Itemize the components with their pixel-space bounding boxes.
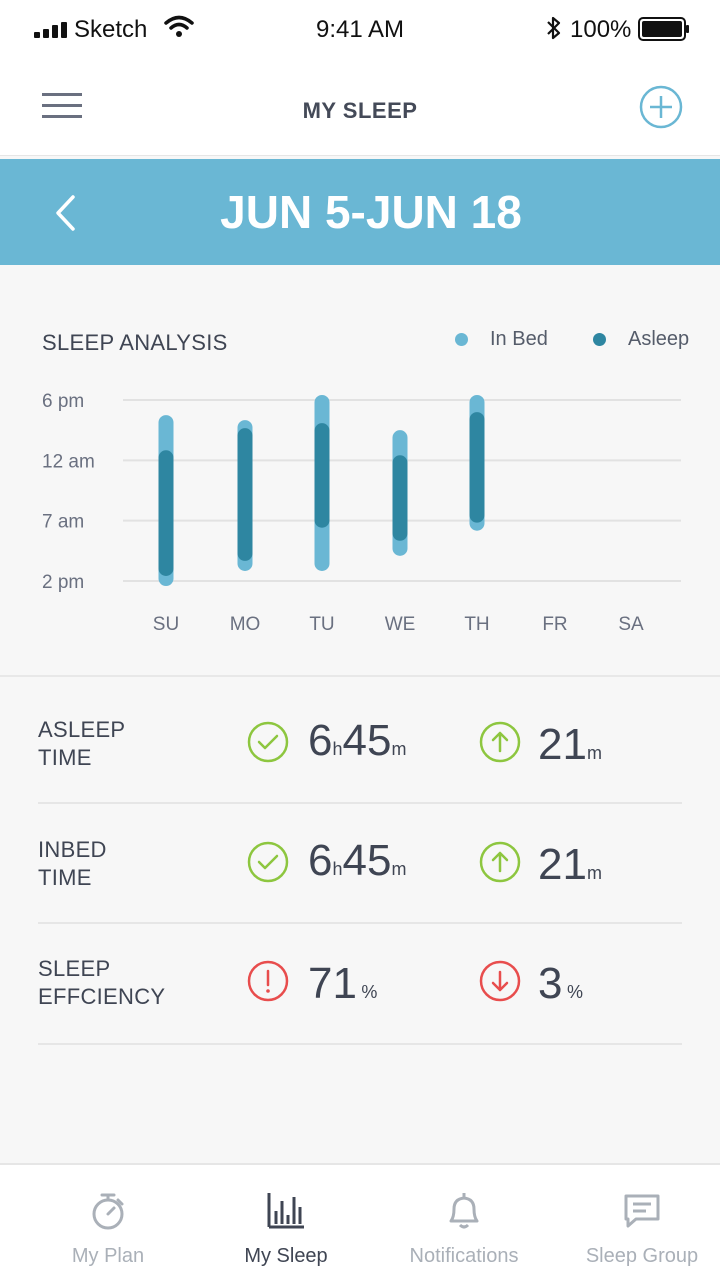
arrow-up-circle-icon <box>479 841 521 883</box>
x-tick-label: WE <box>385 614 416 635</box>
value-minutes-unit: m <box>391 739 407 759</box>
tab-bar: My Plan My Sleep Notifications Sleep Gro… <box>0 1163 720 1280</box>
x-tick-label: MO <box>230 614 261 635</box>
metric-value: 71 % <box>308 959 377 1009</box>
legend-in-bed: In Bed <box>455 328 548 351</box>
tab-my-plan[interactable]: My Plan <box>18 1165 198 1280</box>
change-unit: m <box>586 743 602 763</box>
plus-circle-icon[interactable] <box>638 84 684 130</box>
wifi-icon <box>164 15 194 37</box>
sleep-analysis-chart: 6 pm 12 am 7 am 2 pm SU MO TU WE TH FR SA <box>42 391 681 635</box>
x-tick-label: FR <box>542 614 567 635</box>
tab-label: My Plan <box>71 1245 145 1267</box>
metric-label-line1: SLEEP <box>38 956 111 981</box>
tab-notifications[interactable]: Notifications <box>374 1165 554 1280</box>
alert-circle-icon <box>247 960 289 1002</box>
value-minutes: 45 <box>342 836 392 885</box>
navigation-bar: MY SLEEP <box>0 58 720 156</box>
check-circle-icon <box>247 721 289 763</box>
change-value: 21 <box>538 840 587 889</box>
row-divider <box>38 802 682 804</box>
value-unit: % <box>361 982 378 1002</box>
bell-icon <box>449 1193 479 1229</box>
change-unit: m <box>586 863 602 883</box>
status-bar: Sketch 9:41 AM 100% <box>0 0 720 58</box>
change-value: 3 <box>538 959 563 1008</box>
row-divider <box>38 922 682 924</box>
page-title: MY SLEEP <box>302 98 418 123</box>
row-divider <box>38 1043 682 1045</box>
carrier-label: Sketch <box>74 16 148 43</box>
arrow-down-circle-icon <box>479 960 521 1002</box>
bar-chart-icon <box>267 1193 304 1229</box>
metric-change: 21m <box>538 720 602 770</box>
chevron-left-icon[interactable] <box>52 193 78 233</box>
metric-label-line2: TIME <box>38 745 92 770</box>
metric-row-asleep-time: ASLEEP TIME 6h45m 21m <box>38 684 682 804</box>
asleep-bar <box>237 428 253 561</box>
change-unit: % <box>566 982 583 1002</box>
y-tick-label: 12 am <box>42 451 95 472</box>
hamburger-menu-icon[interactable] <box>42 91 82 121</box>
tab-label: My Sleep <box>244 1245 328 1267</box>
value-hours: 6 <box>308 716 333 765</box>
x-tick-label: SU <box>153 614 179 635</box>
check-circle-icon <box>247 841 289 883</box>
value-hours-unit: h <box>332 859 343 879</box>
clock: 9:41 AM <box>315 16 405 43</box>
value-minutes-unit: m <box>391 859 407 879</box>
value-number: 71 <box>308 959 357 1008</box>
metric-row-sleep-efficiency: SLEEP EFFCIENCY 71 % 3 % <box>38 925 682 1045</box>
tab-sleep-group[interactable]: Sleep Group <box>552 1165 720 1280</box>
asleep-bar <box>392 455 408 541</box>
metric-label-line1: ASLEEP <box>38 717 126 742</box>
tab-my-sleep[interactable]: My Sleep <box>196 1165 376 1280</box>
legend-dot-asleep <box>593 333 606 346</box>
arrow-up-circle-icon <box>479 721 521 763</box>
legend-label-asleep: Asleep <box>628 328 690 350</box>
y-tick-label: 7 am <box>42 512 84 533</box>
value-hours-unit: h <box>332 739 343 759</box>
metric-label-line2: TIME <box>38 865 92 890</box>
battery-percent: 100% <box>570 16 632 43</box>
battery-icon <box>638 17 689 41</box>
metric-label-line1: INBED <box>38 837 107 862</box>
stopwatch-icon <box>92 1193 124 1230</box>
tab-label: Notifications <box>409 1245 519 1267</box>
metric-change: 21m <box>538 840 602 890</box>
y-tick-label: 6 pm <box>42 391 84 412</box>
metric-value: 6h45m <box>308 836 406 886</box>
metric-change: 3 % <box>538 959 583 1009</box>
asleep-bar <box>469 412 485 523</box>
x-tick-label: TH <box>464 614 489 635</box>
metric-value: 6h45m <box>308 716 406 766</box>
metric-row-inbed-time: INBED TIME 6h45m 21m <box>38 804 682 924</box>
asleep-bar <box>314 423 330 528</box>
chart-title: SLEEP ANALYSIS <box>42 330 228 355</box>
x-tick-label: TU <box>309 614 334 635</box>
change-value: 21 <box>538 720 587 769</box>
y-tick-label: 2 pm <box>42 572 84 593</box>
x-tick-label: SA <box>618 614 644 635</box>
divider <box>0 675 720 677</box>
value-minutes: 45 <box>342 716 392 765</box>
metric-label: ASLEEP TIME <box>38 716 238 772</box>
date-range-header: JUN 5-JUN 18 <box>0 159 720 265</box>
date-range-label: JUN 5-JUN 18 <box>220 186 522 238</box>
tab-label: Sleep Group <box>585 1245 699 1267</box>
asleep-bar <box>158 450 174 576</box>
legend-dot-in-bed <box>455 333 468 346</box>
legend-asleep: Asleep <box>593 328 689 351</box>
value-hours: 6 <box>308 836 333 885</box>
metric-label: INBED TIME <box>38 836 238 892</box>
signal-icon <box>34 22 67 38</box>
chat-bubble-icon <box>624 1194 660 1228</box>
bluetooth-icon <box>547 16 561 40</box>
metric-label: SLEEP EFFCIENCY <box>38 955 238 1011</box>
legend-label-in-bed: In Bed <box>490 328 548 350</box>
metric-label-line2: EFFCIENCY <box>38 984 166 1009</box>
